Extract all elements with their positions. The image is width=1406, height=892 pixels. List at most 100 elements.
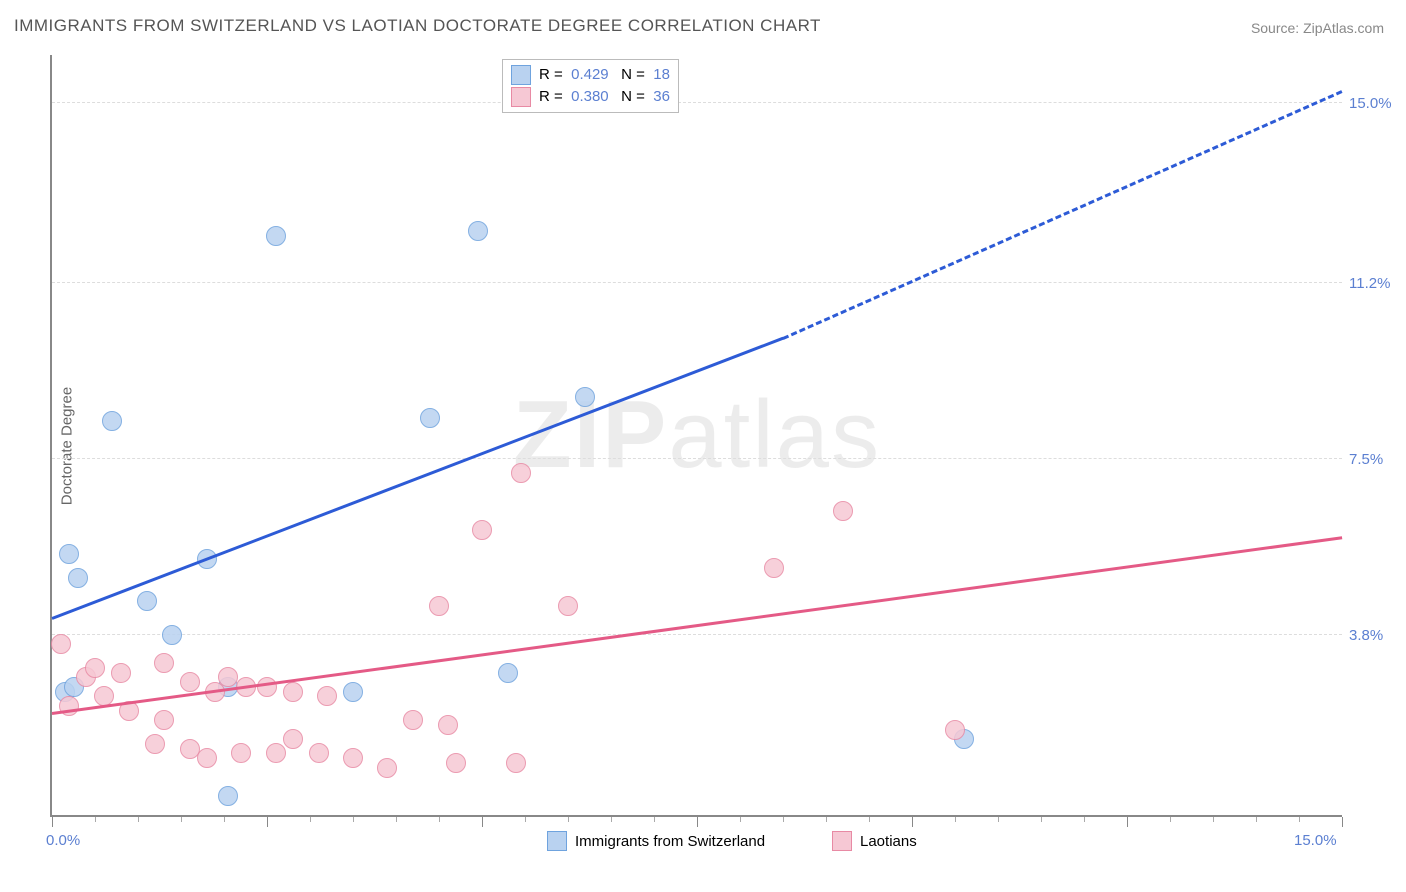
chart-plot-area: ZIPatlas 3.8%7.5%11.2%15.0%0.0%15.0%R = … [50, 55, 1342, 817]
gridline [52, 458, 1342, 459]
source-attribution: Source: ZipAtlas.com [1251, 20, 1384, 36]
x-tick-minor [783, 817, 784, 822]
legend-swatch [547, 831, 567, 851]
x-tick-major [1127, 817, 1128, 827]
x-tick-label: 0.0% [46, 832, 80, 849]
scatter-point [472, 520, 492, 540]
x-tick-minor [1256, 817, 1257, 822]
x-tick-minor [95, 817, 96, 822]
correlation-legend: R = 0.429 N = 18R = 0.380 N = 36 [502, 59, 679, 113]
scatter-point [377, 758, 397, 778]
scatter-point [403, 710, 423, 730]
x-tick-minor [998, 817, 999, 822]
scatter-point [498, 663, 518, 683]
x-tick-minor [1213, 817, 1214, 822]
scatter-point [154, 653, 174, 673]
trend-line [782, 90, 1342, 340]
legend-swatch [511, 87, 531, 107]
scatter-point [180, 672, 200, 692]
x-tick-minor [826, 817, 827, 822]
scatter-point [85, 658, 105, 678]
legend-label: Laotians [860, 833, 917, 850]
scatter-point [446, 753, 466, 773]
legend-row: R = 0.429 N = 18 [511, 64, 670, 86]
x-tick-minor [869, 817, 870, 822]
scatter-point [59, 544, 79, 564]
scatter-point [162, 625, 182, 645]
x-tick-minor [138, 817, 139, 822]
chart-title: IMMIGRANTS FROM SWITZERLAND VS LAOTIAN D… [14, 16, 821, 36]
watermark: ZIPatlas [513, 380, 881, 490]
scatter-point [833, 501, 853, 521]
legend-row: R = 0.380 N = 36 [511, 86, 670, 108]
scatter-point [283, 682, 303, 702]
y-tick-label: 3.8% [1349, 627, 1404, 644]
scatter-point [945, 720, 965, 740]
x-tick-label: 15.0% [1294, 832, 1337, 849]
scatter-point [102, 411, 122, 431]
scatter-point [137, 591, 157, 611]
scatter-point [309, 743, 329, 763]
legend-swatch [832, 831, 852, 851]
x-tick-minor [1084, 817, 1085, 822]
x-tick-major [1342, 817, 1343, 827]
trend-line [51, 337, 783, 620]
x-tick-major [267, 817, 268, 827]
scatter-point [343, 748, 363, 768]
gridline [52, 634, 1342, 635]
scatter-point [154, 710, 174, 730]
scatter-point [468, 221, 488, 241]
x-tick-major [912, 817, 913, 827]
scatter-point [317, 686, 337, 706]
legend-stat: R = 0.429 N = 18 [539, 64, 670, 86]
x-tick-major [52, 817, 53, 827]
scatter-point [764, 558, 784, 578]
scatter-point [257, 677, 277, 697]
x-tick-major [697, 817, 698, 827]
x-tick-minor [396, 817, 397, 822]
scatter-point [266, 226, 286, 246]
trend-line [52, 537, 1342, 716]
x-tick-minor [1170, 817, 1171, 822]
y-tick-label: 11.2% [1349, 275, 1404, 292]
x-tick-minor [1041, 817, 1042, 822]
y-tick-label: 7.5% [1349, 451, 1404, 468]
x-tick-minor [181, 817, 182, 822]
x-tick-minor [439, 817, 440, 822]
x-tick-minor [310, 817, 311, 822]
series-legend-item: Immigrants from Switzerland [547, 831, 765, 851]
scatter-point [343, 682, 363, 702]
x-tick-minor [568, 817, 569, 822]
x-tick-minor [525, 817, 526, 822]
legend-label: Immigrants from Switzerland [575, 833, 765, 850]
scatter-point [429, 596, 449, 616]
scatter-point [145, 734, 165, 754]
x-tick-minor [611, 817, 612, 822]
legend-swatch [511, 65, 531, 85]
x-tick-minor [1299, 817, 1300, 822]
scatter-point [575, 387, 595, 407]
scatter-point [111, 663, 131, 683]
scatter-point [283, 729, 303, 749]
gridline [52, 102, 1342, 103]
scatter-point [197, 748, 217, 768]
x-tick-minor [224, 817, 225, 822]
scatter-point [511, 463, 531, 483]
scatter-point [231, 743, 251, 763]
scatter-point [438, 715, 458, 735]
x-tick-minor [955, 817, 956, 822]
scatter-point [420, 408, 440, 428]
scatter-point [51, 634, 71, 654]
x-tick-minor [654, 817, 655, 822]
gridline [52, 282, 1342, 283]
x-tick-minor [740, 817, 741, 822]
scatter-point [218, 786, 238, 806]
scatter-point [266, 743, 286, 763]
series-legend-item: Laotians [832, 831, 917, 851]
scatter-point [558, 596, 578, 616]
x-tick-minor [353, 817, 354, 822]
legend-stat: R = 0.380 N = 36 [539, 86, 670, 108]
scatter-point [506, 753, 526, 773]
x-tick-major [482, 817, 483, 827]
y-tick-label: 15.0% [1349, 95, 1404, 112]
